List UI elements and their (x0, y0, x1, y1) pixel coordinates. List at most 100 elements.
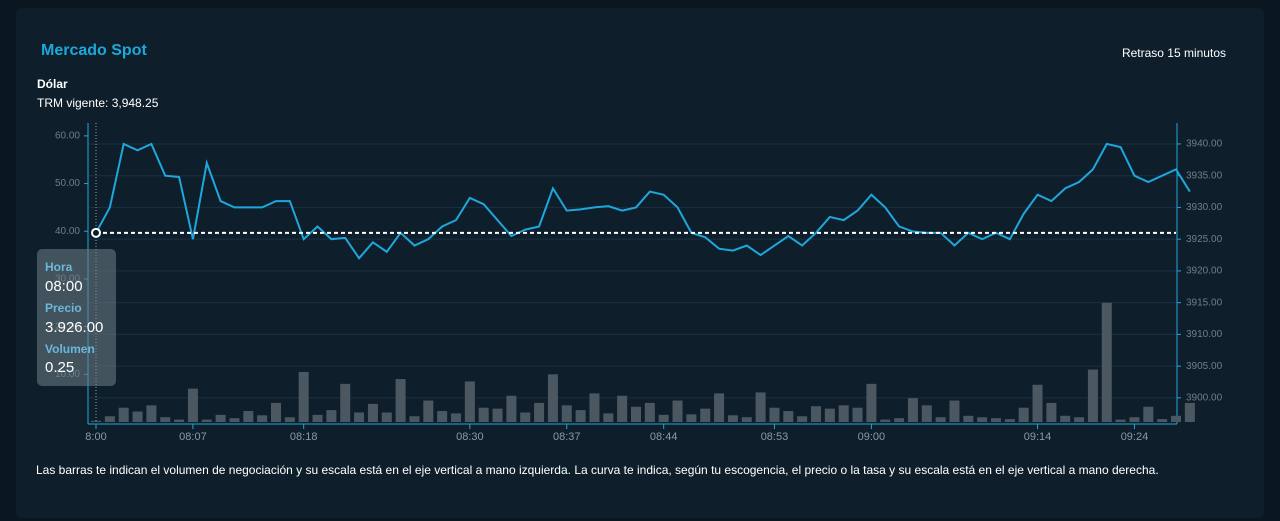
price-line (95, 142, 1191, 260)
x-tick-label: 08:18 (290, 431, 318, 443)
x-tick-label: 08:07 (179, 431, 207, 443)
x-tick-label: 09:00 (858, 431, 886, 443)
y2-tick-label: 3905.00 (1186, 361, 1223, 372)
bar (1157, 419, 1168, 422)
y2-tick-label: 3920.00 (1186, 266, 1223, 277)
x-tick-label: 8:00 (85, 431, 106, 443)
bar (977, 417, 988, 422)
hover-point (91, 227, 101, 238)
bar (700, 408, 711, 422)
bar (298, 371, 309, 422)
bar (312, 414, 323, 422)
bar (284, 417, 295, 422)
bar (132, 411, 143, 422)
bar (575, 410, 586, 422)
bar (783, 411, 794, 422)
bar (603, 413, 614, 422)
bar (686, 414, 697, 422)
bar (880, 419, 891, 422)
y-tick-label: 50.00 (55, 178, 80, 189)
bar (506, 395, 517, 422)
bar (797, 416, 808, 422)
bar (229, 418, 240, 422)
bar (437, 411, 448, 422)
x-tick-label: 08:37 (553, 431, 581, 443)
bar (451, 413, 461, 422)
bar (658, 414, 669, 422)
bar (118, 407, 129, 422)
bar (1018, 407, 1029, 422)
bar (1115, 419, 1126, 422)
bar (160, 417, 171, 422)
bar (935, 417, 946, 422)
bar (1087, 369, 1098, 422)
y2-tick-label: 3915.00 (1186, 297, 1223, 308)
y2-tick-label: 3935.00 (1186, 170, 1223, 181)
tooltip: Hora 08:00 Precio 3.926.00 Volumen 0.25 (37, 249, 116, 386)
bar (326, 410, 337, 422)
bar (409, 416, 420, 422)
bar (811, 406, 821, 422)
y2-tick-label: 3900.00 (1186, 393, 1223, 404)
bar (478, 407, 489, 422)
y-tick-label: 40.00 (55, 226, 80, 237)
card: Mercado Spot Retraso 15 minutos Dólar TR… (16, 8, 1264, 518)
bar (1184, 402, 1195, 422)
bar (1060, 415, 1071, 422)
bar (838, 405, 849, 422)
bar (520, 412, 531, 422)
bar (395, 379, 406, 422)
bar (589, 393, 600, 422)
bar (1129, 417, 1140, 422)
bar (1046, 402, 1057, 422)
bar (104, 416, 115, 422)
bar (243, 411, 254, 422)
bar (423, 400, 434, 422)
bar (672, 400, 683, 422)
bar (866, 383, 877, 422)
bar (187, 388, 198, 422)
bar (1101, 302, 1112, 422)
bar (949, 400, 960, 422)
bar (146, 405, 157, 422)
tooltip-value: 0.25 (45, 359, 75, 376)
bar (340, 383, 351, 422)
bar (534, 402, 545, 422)
bar (727, 415, 738, 422)
bar (755, 392, 766, 422)
bar (561, 405, 572, 422)
x-tick-label: 08:53 (761, 431, 789, 443)
x-tick-label: 08:44 (650, 431, 678, 443)
bar (769, 407, 780, 422)
tooltip-value: 08:00 (45, 278, 83, 295)
x-tick-label: 09:14 (1024, 431, 1052, 443)
bar (464, 381, 475, 422)
bar (741, 417, 752, 422)
bar (894, 418, 905, 422)
bar (492, 408, 503, 422)
bar (631, 406, 641, 422)
asset: Dólar (37, 77, 68, 91)
footnote: Las barras te indican el volumen de nego… (36, 463, 1159, 477)
tooltip-value: 3.926.00 (45, 319, 104, 336)
y-tick-label: 60.00 (55, 131, 80, 142)
bar (215, 414, 226, 422)
bar (714, 393, 725, 422)
bar (907, 398, 918, 422)
y2-tick-label: 3930.00 (1186, 202, 1223, 213)
bar (963, 415, 974, 422)
bar (367, 403, 378, 422)
bar (547, 374, 558, 422)
tooltip-label: Precio (45, 301, 82, 315)
bar (381, 412, 392, 422)
tooltip-label: Hora (45, 260, 73, 274)
bar (271, 402, 281, 422)
bar (174, 419, 185, 422)
y2-tick-label: 3910.00 (1186, 329, 1223, 340)
bar (991, 418, 1001, 422)
bar (1032, 384, 1043, 422)
bar (1074, 417, 1085, 422)
y2-tick-label: 3925.00 (1186, 234, 1223, 245)
